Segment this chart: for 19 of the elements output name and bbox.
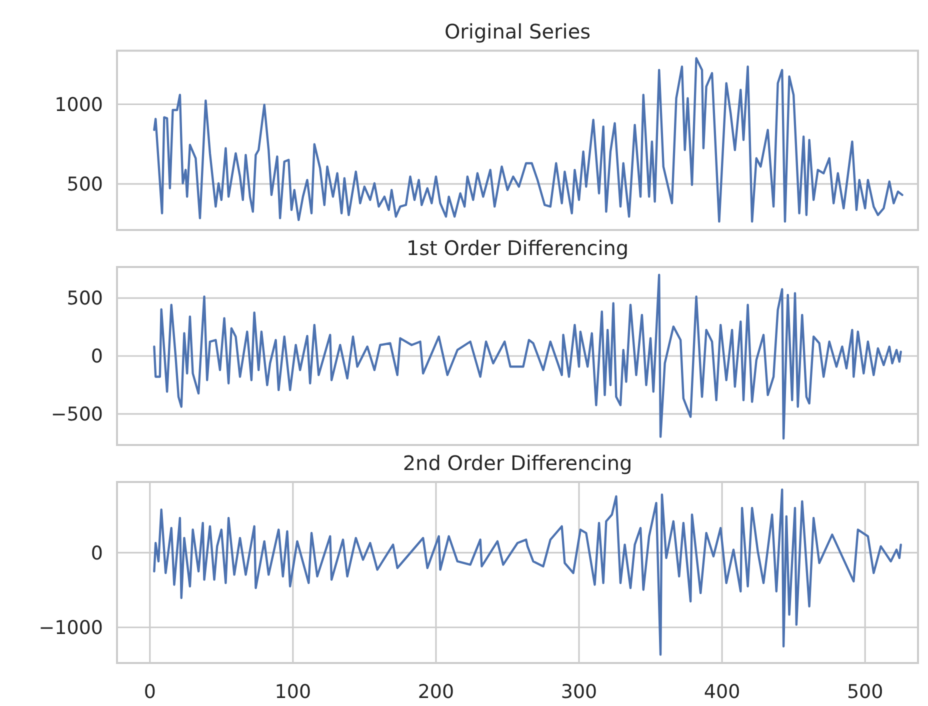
y-tick-label: 500 (66, 174, 103, 196)
x-tick-label: 0 (144, 681, 156, 703)
line-series (153, 274, 902, 440)
line-series (153, 488, 902, 656)
chart-title: Original Series (444, 20, 591, 44)
y-tick-label: 1000 (54, 94, 103, 116)
line-series (153, 57, 904, 223)
y-tick-label: −1000 (38, 617, 103, 640)
y-tick-label: 500 (66, 288, 103, 310)
y-tick-label: 0 (90, 542, 103, 564)
x-tick-label: 100 (274, 681, 312, 703)
x-tick-label: 200 (418, 681, 454, 703)
y-tick-label: −500 (50, 404, 103, 426)
chart-title: 2nd Order Differencing (402, 451, 632, 475)
x-tick-label: 400 (704, 681, 740, 703)
x-tick-label: 300 (560, 681, 598, 703)
x-tick-label: 500 (846, 681, 884, 703)
y-tick-label: 0 (90, 346, 103, 368)
chart-title: 1st Order Differencing (406, 236, 629, 260)
